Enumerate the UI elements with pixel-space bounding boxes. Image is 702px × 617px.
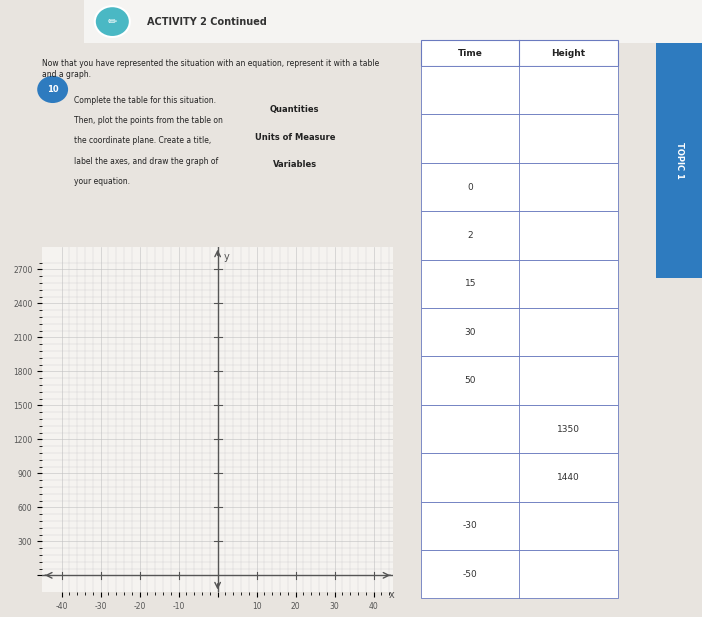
Text: ✏: ✏: [107, 17, 117, 27]
Bar: [421, 114, 618, 163]
Bar: [421, 453, 618, 502]
Text: 0: 0: [468, 183, 473, 191]
Bar: [84, 0, 702, 43]
Text: Quantities: Quantities: [270, 105, 319, 114]
Bar: [421, 163, 618, 211]
Text: 15: 15: [465, 280, 476, 288]
Text: 1440: 1440: [557, 473, 580, 482]
Text: x: x: [388, 590, 394, 600]
Text: -50: -50: [463, 569, 478, 579]
Bar: [421, 405, 618, 453]
Text: label the axes, and draw the graph of: label the axes, and draw the graph of: [74, 157, 218, 166]
Bar: [421, 211, 618, 260]
Text: Units of Measure: Units of Measure: [255, 133, 335, 142]
Text: -30: -30: [463, 521, 478, 531]
Text: the coordinate plane. Create a title,: the coordinate plane. Create a title,: [74, 136, 211, 146]
Text: Variables: Variables: [273, 160, 317, 170]
Text: 1350: 1350: [557, 424, 580, 434]
Text: y: y: [223, 252, 230, 262]
Bar: [421, 357, 618, 405]
Text: Now that you have represented the situation with an equation, represent it with : Now that you have represented the situat…: [42, 59, 379, 80]
Bar: [421, 40, 618, 66]
Text: 50: 50: [465, 376, 476, 385]
Text: Height: Height: [552, 49, 585, 57]
Text: Complete the table for this situation.: Complete the table for this situation.: [74, 96, 216, 105]
Text: Then, plot the points from the table on: Then, plot the points from the table on: [74, 116, 223, 125]
Text: ACTIVITY 2 Continued: ACTIVITY 2 Continued: [147, 17, 267, 27]
Text: 2: 2: [468, 231, 473, 240]
Bar: [421, 308, 618, 357]
Text: 10: 10: [47, 85, 58, 94]
Text: 30: 30: [465, 328, 476, 337]
Text: TOPIC 1: TOPIC 1: [675, 142, 684, 179]
Text: Time: Time: [458, 49, 483, 57]
Bar: [421, 502, 618, 550]
Text: your equation.: your equation.: [74, 177, 130, 186]
Circle shape: [95, 6, 130, 37]
Bar: [421, 260, 618, 308]
Bar: [421, 66, 618, 114]
Bar: [421, 550, 618, 598]
Circle shape: [37, 76, 68, 103]
Bar: [656, 43, 702, 278]
